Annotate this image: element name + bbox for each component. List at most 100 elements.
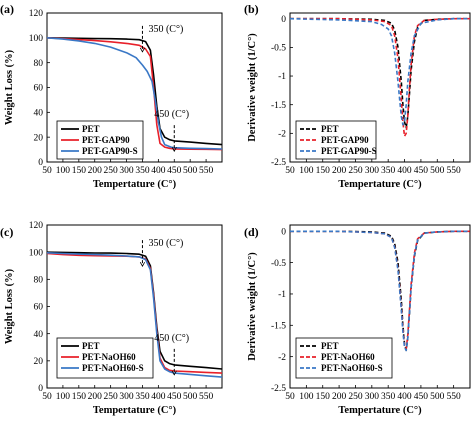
x-tick-label: 350 <box>135 392 150 402</box>
y-tick-label: -0.5 <box>271 44 286 54</box>
x-tick-label: 400 <box>151 392 166 402</box>
x-tick-label: 550 <box>199 392 214 402</box>
panel-label: (c) <box>0 225 13 239</box>
legend-box <box>295 337 393 379</box>
y-tick-label: -1 <box>278 72 286 82</box>
x-tick-label: 300 <box>119 166 134 176</box>
series-line-0 <box>290 230 470 352</box>
y-axis-label: Derivative weight (1/C°) <box>247 252 258 361</box>
y-tick-label: 80 <box>34 59 44 69</box>
x-tick-label: 550 <box>199 166 214 176</box>
panel-label: (b) <box>244 2 259 16</box>
x-axis-label: Tempertature (C°) <box>338 179 422 190</box>
x-tick-label: 450 <box>414 392 429 402</box>
legend-label: PET-NaOH60-S <box>82 363 144 373</box>
x-tick-label: 500 <box>430 166 445 176</box>
y-tick-label: 60 <box>34 84 44 94</box>
legend-label: PET <box>82 341 100 351</box>
y-tick-label: -1.5 <box>271 101 286 111</box>
x-tick-label: 550 <box>447 166 462 176</box>
y-tick-label: -1 <box>278 290 286 300</box>
x-tick-label: 500 <box>183 166 198 176</box>
panel-label: (a) <box>0 2 14 16</box>
y-tick-label: 0 <box>38 158 43 168</box>
plot-frame <box>289 224 471 389</box>
y-tick-label: -2.5 <box>271 384 286 394</box>
x-tick-label: 250 <box>104 392 119 402</box>
legend-label: PET-NaOH60-S <box>321 363 383 373</box>
legend-label: PET-GAP90 <box>82 135 130 145</box>
y-tick-label: 100 <box>29 34 44 44</box>
y-tick-label: -2 <box>278 353 286 363</box>
y-tick-label: 0 <box>281 15 286 25</box>
y-tick-label: 40 <box>34 109 44 119</box>
legend-label: PET-GAP90 <box>321 135 369 145</box>
x-tick-label: 500 <box>430 392 445 402</box>
x-tick-label: 200 <box>332 392 347 402</box>
y-tick-label: 0 <box>38 384 43 394</box>
panel-d <box>289 224 471 389</box>
legend-label: PET-GAP90-S <box>321 146 377 156</box>
x-tick-label: 50 <box>42 392 52 402</box>
annotation-arrow <box>139 47 146 53</box>
panel-b <box>289 12 471 163</box>
x-tick-label: 50 <box>42 166 52 176</box>
y-axis-label: Weight Loss (%) <box>4 49 15 125</box>
x-tick-label: 200 <box>88 166 103 176</box>
y-tick-label: -1.5 <box>271 322 286 332</box>
legend-label: PET <box>321 341 339 351</box>
y-tick-label: 100 <box>29 248 44 258</box>
x-tick-label: 350 <box>135 166 150 176</box>
x-tick-label: 250 <box>104 166 119 176</box>
y-tick-label: -2 <box>278 130 286 140</box>
series-line-2 <box>289 17 470 126</box>
x-tick-label: 350 <box>381 392 396 402</box>
x-tick-label: 450 <box>414 166 429 176</box>
panel-label: (d) <box>244 225 259 239</box>
y-tick-label: 20 <box>34 133 44 143</box>
x-tick-label: 150 <box>316 166 331 176</box>
x-tick-label: 300 <box>119 392 134 402</box>
y-tick-label: -0.5 <box>271 259 286 269</box>
y-tick-label: 60 <box>34 303 44 313</box>
x-tick-label: 150 <box>316 392 331 402</box>
x-tick-label: 150 <box>72 166 87 176</box>
panel-a <box>46 12 223 163</box>
series-line-0 <box>290 17 470 129</box>
legend-box <box>56 337 154 379</box>
annotation-label: 450 (C°) <box>154 333 189 344</box>
series-line-1 <box>46 37 223 151</box>
x-axis-label: Tempertature (C°) <box>93 179 177 190</box>
x-tick-label: 100 <box>56 166 71 176</box>
annotation-arrow <box>171 146 177 152</box>
legend-label: PET <box>321 124 339 134</box>
plot-frame <box>289 12 471 163</box>
y-tick-label: 80 <box>34 276 44 286</box>
x-tick-label: 450 <box>167 392 182 402</box>
y-axis-label: Derivative weight (1/C°) <box>247 33 258 142</box>
x-axis-label: Tempertature (C°) <box>338 405 422 416</box>
x-tick-label: 150 <box>72 392 87 402</box>
legend-label: PET <box>82 124 100 134</box>
y-tick-label: 120 <box>29 221 44 231</box>
y-tick-label: 0 <box>281 227 286 237</box>
series-line-2 <box>46 252 223 378</box>
series-line-0 <box>46 37 223 146</box>
x-tick-label: 100 <box>299 166 314 176</box>
y-tick-label: 20 <box>34 357 44 367</box>
legend-label: PET-NaOH60 <box>82 352 136 362</box>
y-axis-label: Weight Loss (%) <box>4 268 15 344</box>
x-tick-label: 200 <box>88 392 103 402</box>
x-tick-label: 400 <box>151 166 166 176</box>
x-tick-label: 100 <box>299 392 314 402</box>
x-tick-label: 300 <box>365 392 380 402</box>
x-tick-label: 250 <box>348 166 363 176</box>
series-line-1 <box>290 17 470 137</box>
x-tick-label: 100 <box>56 392 71 402</box>
x-tick-label: 550 <box>447 392 462 402</box>
x-axis-label: Tempertature (C°) <box>93 405 177 416</box>
x-tick-label: 350 <box>381 166 396 176</box>
series-line-2 <box>290 230 470 352</box>
x-tick-label: 50 <box>285 392 295 402</box>
